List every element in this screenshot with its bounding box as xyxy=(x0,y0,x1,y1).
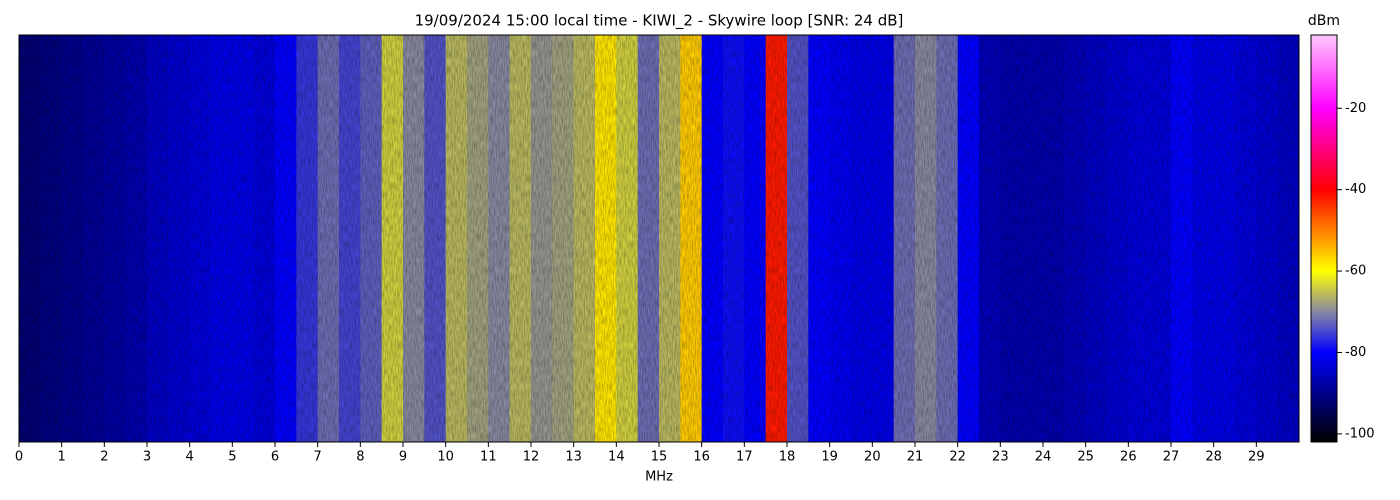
colorbar-tick-label: -100 xyxy=(1345,426,1375,441)
x-tick-label: 17 xyxy=(736,450,753,465)
x-tick-label: 19 xyxy=(821,450,838,465)
x-tick-label: 22 xyxy=(949,450,966,465)
x-tick-label: 20 xyxy=(864,450,881,465)
x-tick-label: 1 xyxy=(58,450,66,465)
x-tick-label: 25 xyxy=(1077,450,1094,465)
x-tick-label: 7 xyxy=(314,450,322,465)
colorbar xyxy=(1310,34,1338,443)
x-tick-label: 9 xyxy=(399,450,407,465)
x-tick-label: 10 xyxy=(437,450,454,465)
colorbar-label: dBm xyxy=(1308,13,1340,29)
chart-title: 19/09/2024 15:00 local time - KIWI_2 - S… xyxy=(415,12,904,31)
colorbar-tick-label: -40 xyxy=(1345,182,1366,197)
x-tick-label: 12 xyxy=(523,450,540,465)
x-tick-label: 0 xyxy=(15,450,23,465)
texture xyxy=(19,35,1299,442)
x-tick-label: 4 xyxy=(186,450,194,465)
x-tick-label: 24 xyxy=(1035,450,1052,465)
x-tick-label: 27 xyxy=(1163,450,1180,465)
x-tick-label: 14 xyxy=(608,450,625,465)
x-tick-label: 23 xyxy=(992,450,1009,465)
x-tick-label: 16 xyxy=(693,450,710,465)
x-tick-label: 13 xyxy=(565,450,582,465)
x-tick-label: 6 xyxy=(271,450,279,465)
x-tick-label: 15 xyxy=(651,450,668,465)
colorbar-tick-label: -80 xyxy=(1345,345,1366,360)
x-tick-label: 26 xyxy=(1120,450,1137,465)
x-tick-label: 2 xyxy=(100,450,108,465)
colorbar-tick-label: -20 xyxy=(1345,101,1366,116)
x-tick-label: 8 xyxy=(356,450,364,465)
x-tick-label: 29 xyxy=(1248,450,1265,465)
x-tick-label: 3 xyxy=(143,450,151,465)
x-tick-label: 18 xyxy=(779,450,796,465)
x-axis-label: MHz xyxy=(645,470,673,485)
x-tick-label: 5 xyxy=(228,450,236,465)
x-tick-label: 28 xyxy=(1205,450,1222,465)
x-tick-label: 21 xyxy=(907,450,924,465)
colorbar-tick-label: -60 xyxy=(1345,264,1366,279)
x-tick-label: 11 xyxy=(480,450,497,465)
